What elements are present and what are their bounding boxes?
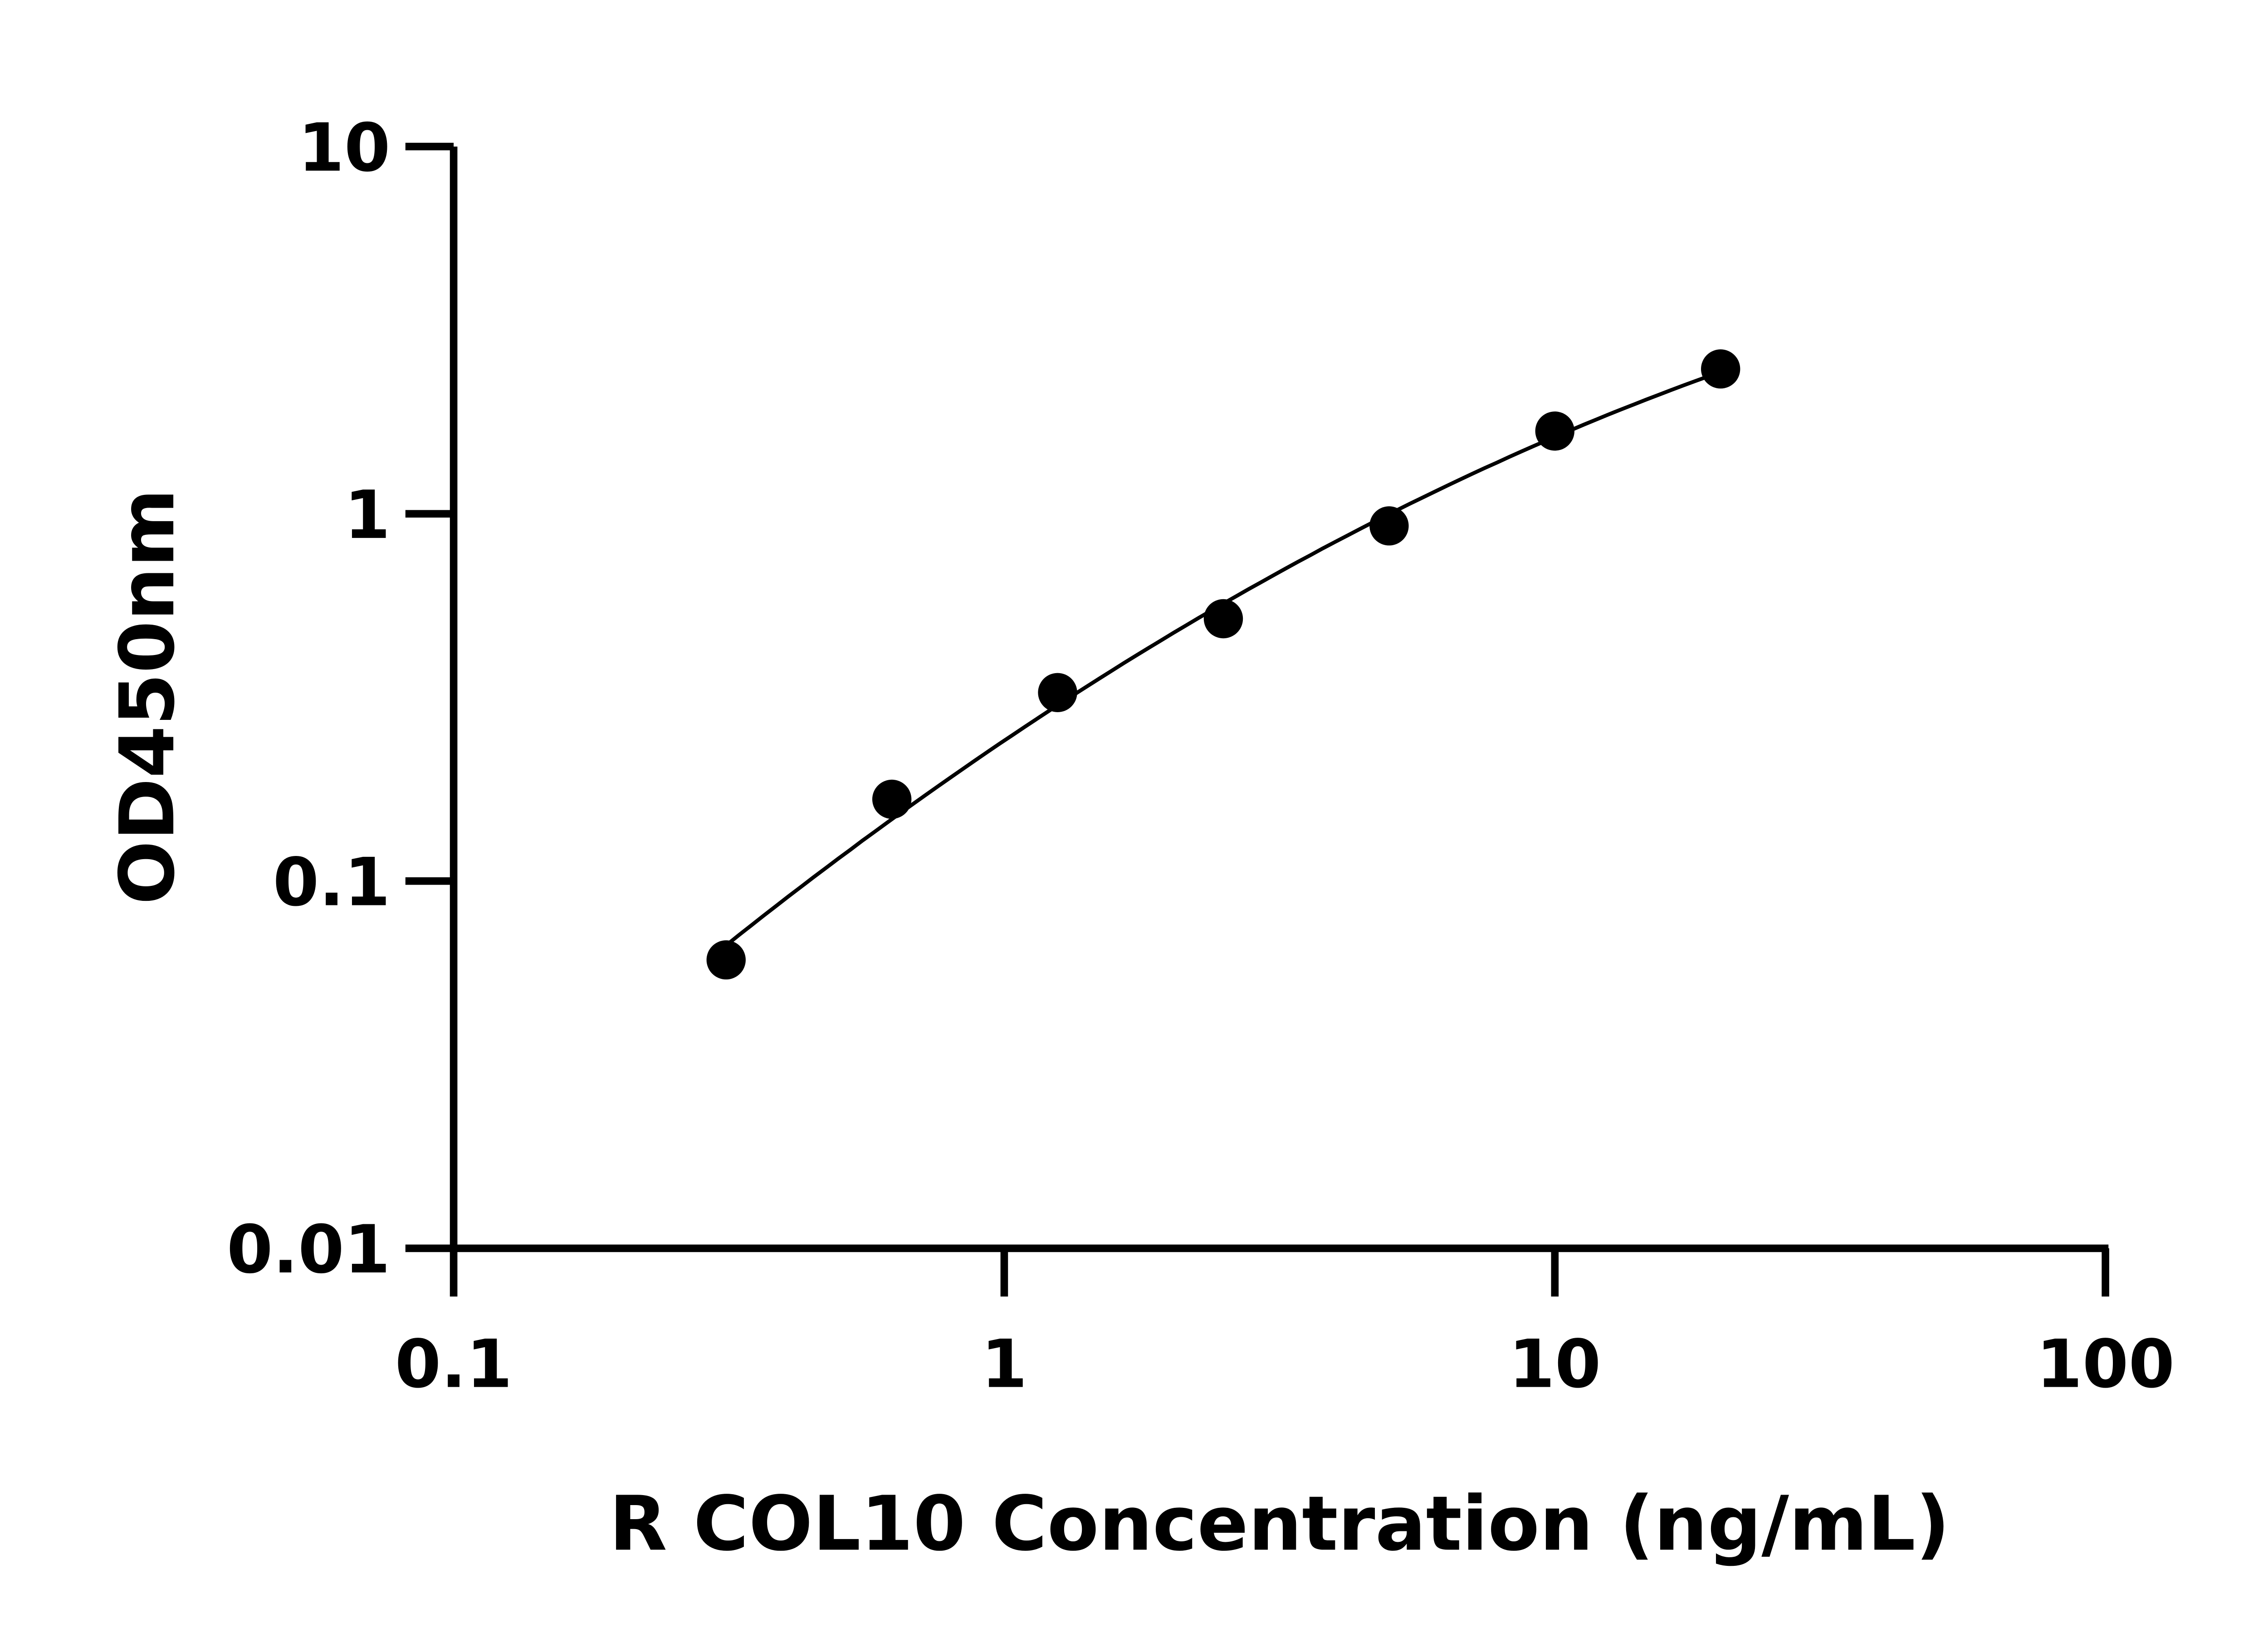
data-point bbox=[1535, 411, 1574, 451]
data-point bbox=[706, 940, 746, 980]
fit-curve bbox=[725, 370, 1721, 947]
data-point bbox=[1038, 673, 1077, 713]
x-tick-label: 100 bbox=[2036, 1326, 2175, 1403]
x-tick-label: 10 bbox=[1509, 1326, 1601, 1403]
y-tick-label: 1 bbox=[344, 477, 391, 554]
y-tick-label: 0.01 bbox=[227, 1211, 391, 1288]
x-tick-label: 1 bbox=[981, 1326, 1027, 1403]
x-axis-label: R COL10 Concentration (ng/mL) bbox=[609, 1480, 1950, 1568]
y-tick-label: 10 bbox=[298, 109, 390, 186]
data-point bbox=[872, 779, 912, 819]
data-point bbox=[1203, 599, 1243, 639]
data-point bbox=[1369, 506, 1409, 546]
data-point bbox=[1701, 349, 1740, 389]
y-tick-label: 0.1 bbox=[273, 844, 391, 921]
axes bbox=[450, 147, 2109, 1252]
x-tick-label: 0.1 bbox=[395, 1326, 513, 1403]
y-axis-label: OD450nm bbox=[104, 489, 191, 905]
